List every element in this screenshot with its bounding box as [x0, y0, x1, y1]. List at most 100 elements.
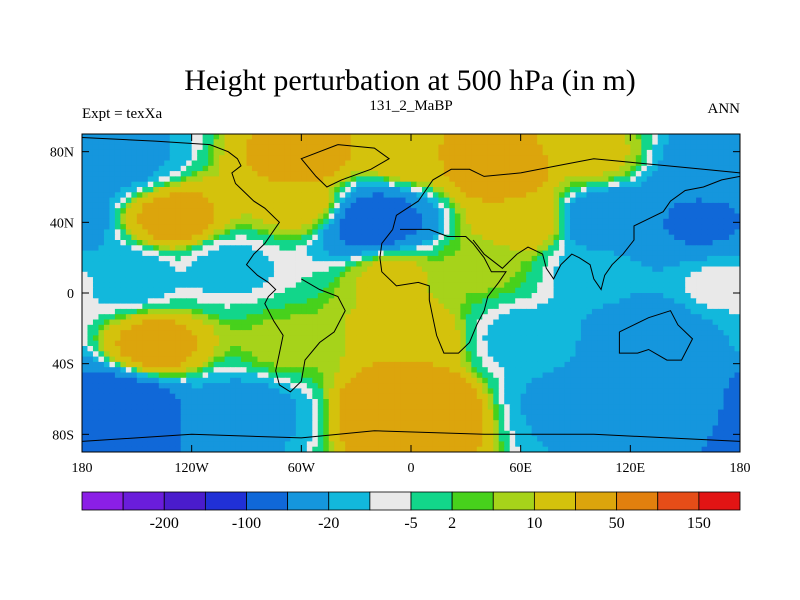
- field-cell: [350, 134, 357, 140]
- field-cell: [471, 181, 478, 188]
- field-cell: [268, 134, 275, 140]
- field-cell: [257, 160, 264, 167]
- field-cell: [142, 139, 149, 146]
- field-cell: [103, 287, 111, 294]
- field-cell: [668, 287, 675, 294]
- field-cell: [109, 155, 116, 162]
- field-cell: [608, 218, 615, 225]
- field-cell: [103, 324, 111, 331]
- field-cell: [224, 277, 231, 283]
- field-cell: [411, 245, 418, 252]
- field-cell: [465, 160, 472, 167]
- field-cell: [378, 192, 385, 199]
- field-cell: [602, 149, 609, 156]
- field-cell: [438, 340, 445, 347]
- field-cell: [696, 224, 703, 230]
- field-cell: [498, 160, 505, 167]
- field-cell: [279, 261, 286, 268]
- field-cell: [169, 224, 176, 230]
- field-cell: [405, 287, 412, 294]
- field-cell: [624, 266, 631, 273]
- field-cell: [251, 277, 259, 283]
- field-cell: [361, 176, 368, 183]
- field-cell: [487, 240, 494, 246]
- field-cell: [400, 229, 407, 236]
- field-cell: [241, 330, 248, 336]
- field-cell: [712, 224, 719, 230]
- field-cell: [432, 298, 440, 305]
- field-cell: [290, 250, 297, 257]
- field-cell: [591, 218, 599, 225]
- field-cell: [175, 330, 182, 336]
- field-cell: [460, 293, 467, 299]
- field-cell: [197, 240, 204, 246]
- field-cell: [235, 165, 242, 172]
- field-cell: [400, 255, 407, 262]
- field-cell: [284, 330, 291, 336]
- field-cell: [312, 176, 319, 183]
- field-cell: [339, 330, 346, 336]
- field-cell: [427, 298, 434, 305]
- field-cell: [389, 234, 396, 241]
- field-cell: [103, 277, 111, 283]
- field-cell: [421, 134, 429, 140]
- field-cell: [718, 335, 725, 342]
- field-cell: [301, 144, 308, 151]
- field-cell: [548, 324, 555, 331]
- field-cell: [416, 277, 423, 283]
- field-cell: [241, 229, 248, 236]
- field-cell: [405, 208, 412, 215]
- field-cell: [323, 181, 330, 188]
- field-cell: [158, 165, 165, 172]
- field-cell: [175, 171, 182, 177]
- field-cell: [219, 308, 226, 315]
- field-cell: [553, 255, 560, 262]
- field-cell: [372, 271, 379, 278]
- field-cell: [443, 208, 450, 215]
- field-cell: [114, 308, 121, 315]
- field-cell: [482, 192, 489, 199]
- field-cell: [230, 351, 237, 358]
- field-cell: [734, 298, 740, 305]
- field-cell: [718, 134, 725, 140]
- field-cell: [125, 208, 132, 215]
- field-cell: [323, 213, 330, 220]
- field-cell: [493, 218, 500, 225]
- field-cell: [301, 308, 308, 315]
- field-cell: [235, 224, 242, 230]
- field-cell: [394, 314, 401, 321]
- field-cell: [92, 134, 100, 140]
- field-cell: [191, 134, 198, 140]
- field-cell: [575, 330, 582, 336]
- field-cell: [630, 308, 637, 315]
- field-cell: [279, 192, 286, 199]
- field-cell: [723, 282, 730, 289]
- field-cell: [394, 234, 401, 241]
- field-cell: [262, 287, 270, 294]
- field-cell: [482, 224, 489, 230]
- field-cell: [443, 155, 450, 162]
- field-cell: [597, 271, 604, 278]
- field-cell: [421, 324, 429, 331]
- field-cell: [712, 245, 719, 252]
- field-cell: [164, 213, 171, 220]
- field-cell: [367, 250, 374, 257]
- field-cell: [542, 144, 549, 151]
- field-cell: [109, 319, 116, 326]
- field-cell: [482, 282, 489, 289]
- field-cell: [169, 277, 176, 283]
- field-cell: [345, 187, 352, 193]
- field-cell: [219, 213, 226, 220]
- field-cell: [504, 202, 511, 209]
- field-cell: [290, 287, 297, 294]
- field-cell: [701, 176, 708, 183]
- field-cell: [131, 277, 138, 283]
- field-cell: [657, 176, 664, 183]
- season-label: ANN: [708, 101, 741, 117]
- field-cell: [147, 234, 154, 241]
- field-cell: [317, 181, 324, 188]
- field-cell: [82, 319, 89, 326]
- field-cell: [421, 197, 429, 204]
- field-cell: [400, 155, 407, 162]
- field-cell: [82, 234, 89, 241]
